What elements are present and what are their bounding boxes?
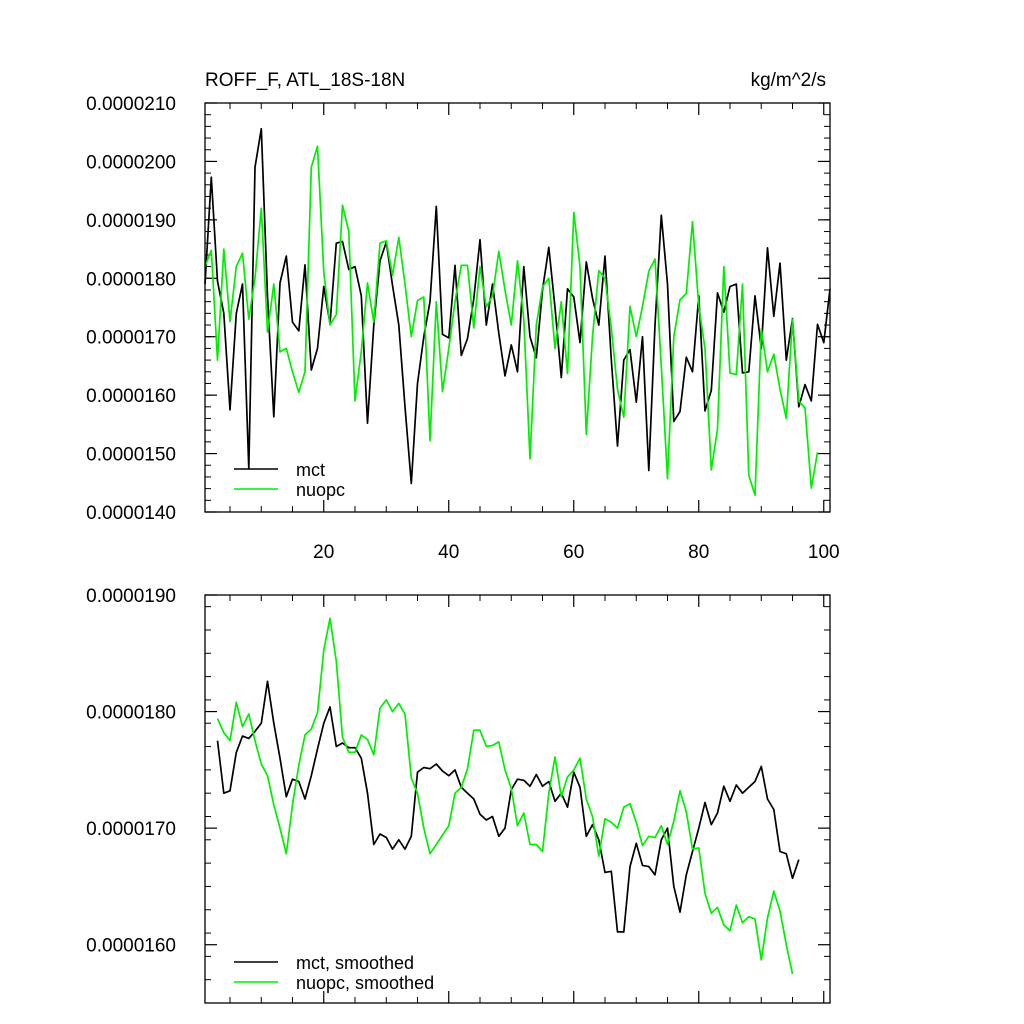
x-tick-label: 80	[688, 542, 709, 563]
y-tick-label: 0.0000150	[86, 445, 176, 466]
y-tick-label: 0.0000180	[86, 269, 176, 290]
bottom-legend: mct, smoothed nuopc, smoothed	[234, 953, 434, 993]
top-panel: ROFF_F, ATL_18S-18N kg/m^2/s 0.00001400.…	[86, 70, 839, 563]
series-line-nuopc	[204, 145, 819, 496]
legend-label-mct-smoothed: mct, smoothed	[296, 953, 414, 973]
x-tick-label: 20	[313, 542, 334, 563]
bottom-series-lines	[216, 617, 800, 975]
bottom-y-tick-labels: 0.0000160 0.0000170 0.0000180 0.0000190	[86, 586, 176, 957]
y-tick-label: 0.0000180	[86, 703, 176, 724]
top-legend: mct nuopc	[234, 460, 345, 500]
y-tick-label: 0.0000190	[86, 211, 176, 232]
bottom-panel: 0.0000160 0.0000170 0.0000180 0.0000190 mct…	[86, 586, 831, 1004]
y-tick-label: 0.0000210	[86, 94, 176, 115]
top-plot-frame	[204, 102, 831, 513]
top-panel-title: ROFF_F, ATL_18S-18N	[205, 70, 405, 91]
y-tick-label: 0.0000190	[86, 586, 176, 607]
y-tick-label: 0.0000140	[86, 503, 176, 524]
series-line-nuopc-smoothed	[216, 617, 794, 975]
y-tick-label: 0.0000170	[86, 328, 176, 349]
series-line-mct-smoothed	[216, 680, 800, 933]
y-tick-label: 0.0000160	[86, 936, 176, 957]
x-tick-label: 100	[808, 542, 840, 563]
y-tick-label: 0.0000200	[86, 152, 176, 173]
top-panel-units: kg/m^2/s	[751, 70, 826, 91]
legend-label-nuopc: nuopc	[296, 480, 345, 500]
top-series-lines	[204, 127, 831, 496]
y-tick-label: 0.0000170	[86, 819, 176, 840]
legend-label-nuopc-smoothed: nuopc, smoothed	[296, 973, 434, 993]
x-tick-label: 40	[438, 542, 459, 563]
legend-label-mct: mct	[296, 460, 325, 480]
x-tick-label: 60	[563, 542, 584, 563]
top-axis-ticks	[205, 102, 830, 513]
top-y-tick-labels: 0.0000140 0.0000150 0.0000160 0.0000170 0.00…	[86, 94, 176, 524]
top-x-tick-labels: 20 40 60 80 100	[313, 542, 839, 563]
bottom-plot-frame	[204, 594, 831, 1004]
y-tick-label: 0.0000160	[86, 386, 176, 407]
